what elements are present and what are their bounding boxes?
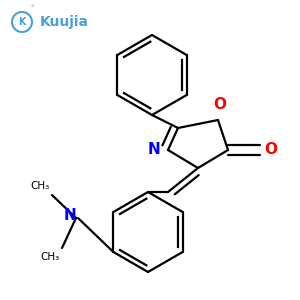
Text: CH₃: CH₃ [41,252,60,262]
Text: O: O [214,97,226,112]
Text: CH₃: CH₃ [31,181,50,191]
Text: N: N [63,208,76,224]
Text: Kuujia: Kuujia [40,15,88,29]
Text: O: O [264,142,277,158]
Text: K: K [18,17,26,27]
Text: °: ° [30,5,34,11]
Text: N: N [147,142,160,158]
